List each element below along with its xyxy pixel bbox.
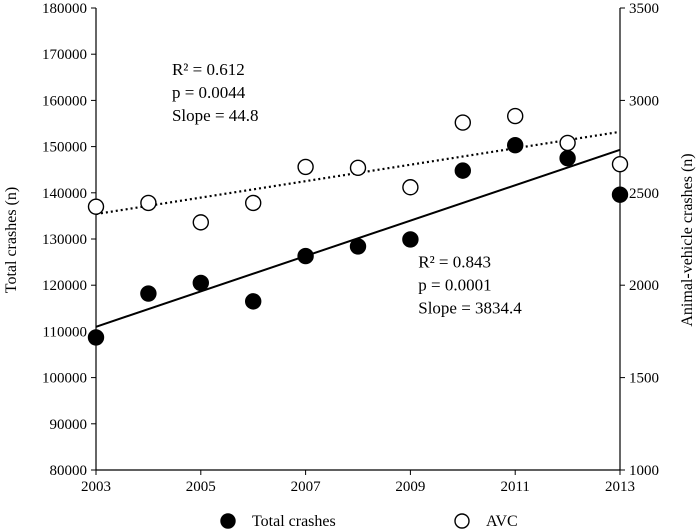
- point-total-crashes-2013: [611, 186, 629, 203]
- y-tick-label-right: 1500: [629, 371, 659, 387]
- y-axis-title-right: Animal-vehicle crashes (n): [679, 153, 696, 326]
- annotation-0-line-1: p = 0.0044: [172, 83, 246, 102]
- point-total-crashes-2004: [140, 285, 157, 302]
- point-avc-2006: [244, 194, 262, 212]
- point-avc-2003: [87, 198, 105, 215]
- y-tick-label-left: 110000: [43, 324, 87, 340]
- y-tick-label-left: 140000: [42, 186, 87, 202]
- y-tick-label-right: 1000: [629, 463, 659, 479]
- legend-label-total-crashes: Total crashes: [252, 513, 336, 530]
- legend-label-avc: AVC: [486, 513, 518, 530]
- y-axis-title-left: Total crashes (n): [3, 187, 20, 293]
- point-avc-2007: [297, 158, 314, 176]
- x-tick-label: 2009: [395, 479, 425, 495]
- legend-marker-avc: [454, 513, 470, 529]
- point-avc-2009: [402, 179, 419, 196]
- y-tick-label-right: 3500: [629, 1, 659, 17]
- annotation-1-line-2: Slope = 3834.4: [418, 299, 522, 318]
- point-avc-2004: [140, 194, 157, 212]
- annotation-0-line-0: R² = 0.612: [172, 60, 245, 79]
- annotation-0-line-2: Slope = 44.8: [172, 106, 259, 125]
- point-total-crashes-2007: [297, 247, 314, 265]
- point-total-crashes-2006: [244, 293, 262, 310]
- x-tick-label: 2007: [291, 479, 322, 495]
- legend: Total crashes AVC: [220, 513, 518, 530]
- chart-points: [87, 107, 629, 346]
- point-total-crashes-2012: [559, 149, 576, 167]
- annotation-1-line-0: R² = 0.843: [418, 253, 491, 272]
- y-tick-label-left: 170000: [42, 47, 87, 63]
- chart-ticks: 80000 90000 100000 110000 120000 130000 140000…: [42, 1, 659, 495]
- y-tick-label-right: 2000: [629, 278, 659, 294]
- point-avc-2013: [611, 155, 629, 173]
- point-total-crashes-2010: [454, 162, 471, 179]
- y-tick-label-left: 120000: [42, 278, 87, 294]
- point-avc-2010: [454, 114, 471, 131]
- y-tick-label-right: 2500: [629, 186, 659, 202]
- point-total-crashes-2005: [192, 274, 210, 292]
- point-avc-2008: [349, 159, 367, 177]
- y-tick-label-left: 90000: [50, 417, 88, 433]
- legend-marker-total-crashes: [220, 513, 236, 529]
- x-tick-label: 2005: [186, 479, 216, 495]
- point-avc-2012: [559, 134, 576, 152]
- x-tick-label: 2003: [81, 479, 111, 495]
- point-total-crashes-2003: [87, 329, 105, 346]
- y-tick-label-left: 150000: [42, 140, 87, 156]
- x-tick-label: 2013: [605, 479, 635, 495]
- point-avc-2005: [192, 214, 210, 231]
- chart-annotations: R² = 0.612 p = 0.0044 Slope = 44.8 R² = 0.8…: [172, 60, 522, 318]
- annotation-1-line-1: p = 0.0001: [418, 276, 491, 295]
- y-tick-label-left: 180000: [42, 1, 87, 17]
- y-tick-label-left: 160000: [42, 93, 87, 109]
- y-tick-label-left: 130000: [42, 232, 87, 248]
- point-total-crashes-2008: [349, 238, 367, 255]
- y-tick-label-left: 80000: [50, 463, 88, 479]
- point-total-crashes-2011: [507, 137, 524, 154]
- point-avc-2011: [507, 107, 524, 125]
- point-total-crashes-2009: [402, 231, 419, 248]
- x-tick-label: 2011: [500, 479, 529, 495]
- y-tick-label-left: 100000: [42, 371, 87, 387]
- y-tick-label-right: 3000: [629, 93, 659, 109]
